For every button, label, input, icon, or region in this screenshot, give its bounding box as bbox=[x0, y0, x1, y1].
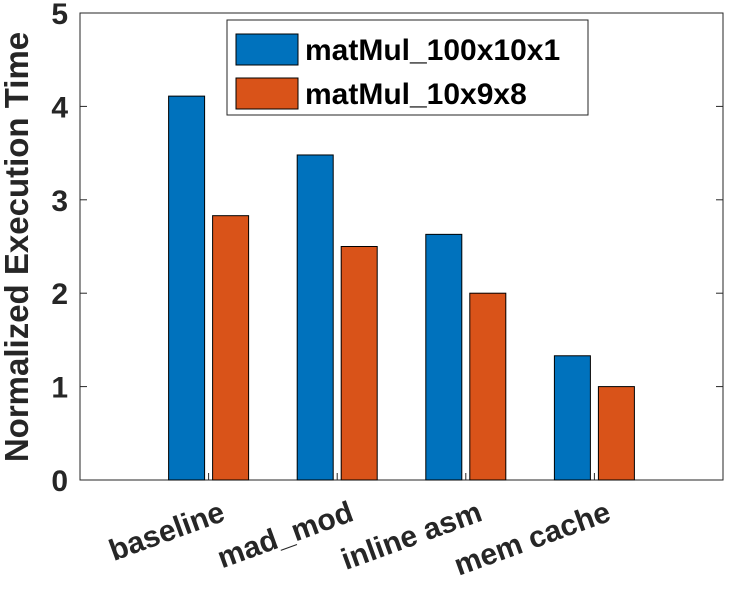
bars bbox=[168, 95, 635, 481]
legend: matMul_100x10x1 matMul_10x9x8 bbox=[226, 19, 589, 116]
x-tick-label: baseline bbox=[105, 496, 229, 568]
bar-1-mem-cache bbox=[553, 355, 591, 481]
y-tick-label: 5 bbox=[51, 0, 68, 31]
bar-1-baseline bbox=[168, 95, 206, 481]
legend-entry-label: matMul_100x10x1 bbox=[305, 34, 560, 67]
legend-swatch bbox=[235, 77, 299, 110]
bar-1-mad-mod bbox=[296, 154, 334, 481]
bar-2-inline-asm bbox=[469, 292, 507, 481]
y-tick-label: 0 bbox=[51, 465, 68, 498]
bar-2-mad-mod bbox=[340, 246, 378, 481]
bar-2-mem-cache bbox=[597, 386, 635, 481]
legend-swatch bbox=[235, 33, 299, 66]
y-tick-label: 2 bbox=[51, 278, 68, 311]
x-tick-label: mad_mod bbox=[213, 496, 357, 575]
y-tick-label: 3 bbox=[51, 185, 68, 218]
y-tick-label: 1 bbox=[51, 372, 68, 405]
y-tick-label: 4 bbox=[51, 91, 68, 124]
y-axis-ticks: 0 1 2 3 4 5 bbox=[51, 0, 723, 498]
bar-2-baseline bbox=[212, 215, 250, 481]
legend-entry-label: matMul_10x9x8 bbox=[305, 78, 527, 111]
bar-1-inline-asm bbox=[425, 233, 463, 481]
y-axis-label: Normalized Execution Time bbox=[0, 32, 35, 462]
